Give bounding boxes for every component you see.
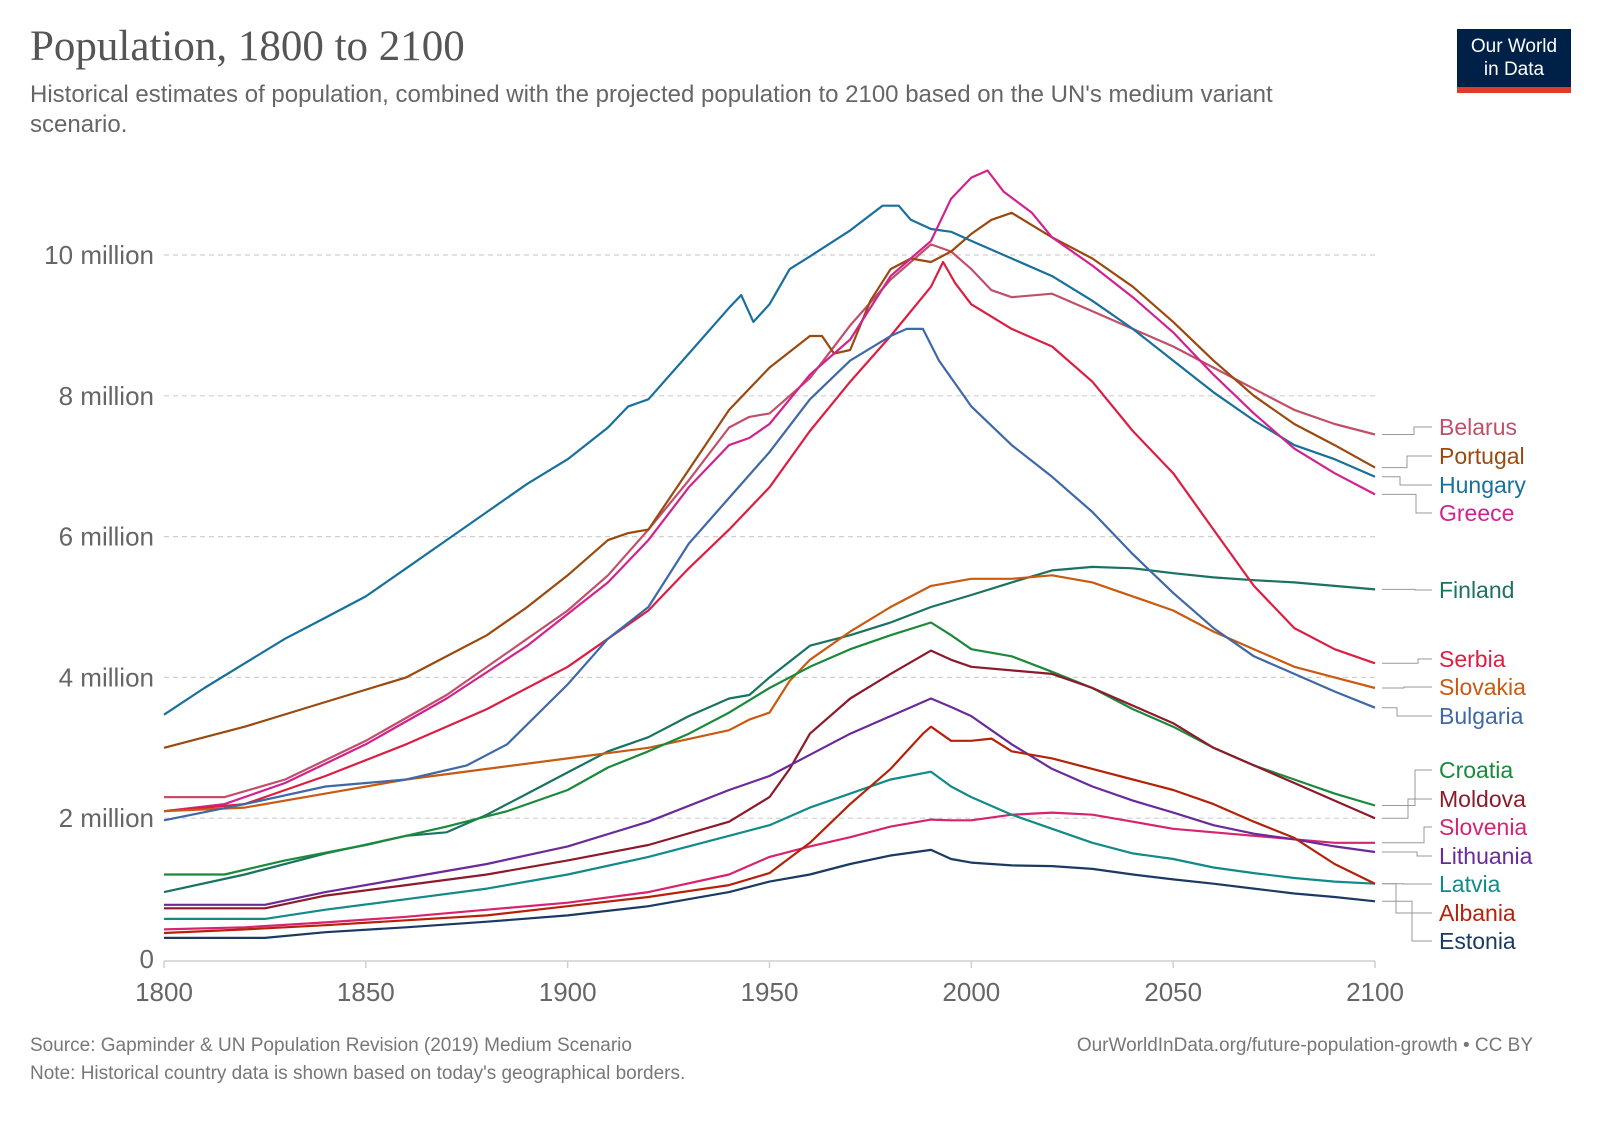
logo-line-2: in Data — [1483, 59, 1545, 80]
legend-item-croatia: Croatia — [1382, 757, 1513, 806]
legend-item-estonia: Estonia — [1382, 900, 1516, 954]
legend-item-serbia: Serbia — [1382, 646, 1506, 672]
legend-connector — [1382, 900, 1432, 942]
y-tick-label: 6 million — [59, 522, 154, 552]
legend-connector — [1382, 426, 1432, 435]
legend-label: Serbia — [1439, 646, 1506, 672]
y-tick-label: 8 million — [59, 381, 154, 411]
series-line-slovakia — [163, 574, 1376, 813]
legend-item-portugal: Portugal — [1382, 443, 1525, 469]
legend-item-finland: Finland — [1382, 577, 1514, 603]
series-line-moldova — [164, 649, 1376, 910]
legend-item-greece: Greece — [1382, 493, 1514, 526]
legend-connector — [1382, 851, 1432, 857]
legend-item-lithuania: Lithuania — [1382, 843, 1533, 869]
series-line-lithuania — [164, 697, 1376, 906]
source-text: Source: Gapminder & UN Population Revisi… — [30, 1035, 632, 1056]
legend-label: Bulgaria — [1439, 703, 1524, 729]
chart-subtitle: Historical estimates of population, comb… — [30, 81, 1273, 138]
legend-item-slovenia: Slovenia — [1382, 814, 1527, 844]
series-line-serbia — [163, 260, 1376, 813]
legend-label: Belarus — [1439, 414, 1517, 440]
legend-label: Finland — [1439, 577, 1514, 603]
legend-connector — [1382, 883, 1432, 914]
chart-title: Population, 1800 to 2100 — [30, 23, 465, 70]
series-line-belarus — [164, 243, 1376, 799]
series-line-greece — [163, 169, 1376, 813]
footer-url[interactable]: OurWorldInData.org/future-population-gro… — [1076, 1035, 1533, 1056]
x-tick-label: 2050 — [1144, 977, 1202, 1007]
legend-label: Estonia — [1439, 928, 1516, 954]
legend-connector — [1382, 826, 1432, 844]
series-line-bulgaria — [163, 327, 1376, 822]
x-tick-label: 1800 — [135, 977, 193, 1007]
legend-item-slovakia: Slovakia — [1382, 674, 1526, 700]
legend-label: Slovakia — [1439, 674, 1526, 700]
x-tick-label: 1950 — [741, 977, 799, 1007]
y-tick-label: 0 — [140, 944, 154, 974]
legend-label: Portugal — [1439, 443, 1525, 469]
legend-connector — [1382, 707, 1432, 717]
y-tick-label: 4 million — [59, 662, 154, 692]
legend-label: Slovenia — [1439, 814, 1527, 840]
gridlines — [164, 254, 1375, 819]
legend-label: Croatia — [1439, 757, 1513, 783]
x-tick-label: 1850 — [337, 977, 395, 1007]
series-line-croatia — [164, 621, 1376, 876]
x-tick-label: 1900 — [539, 977, 597, 1007]
series-line-albania — [163, 725, 1376, 935]
y-tick-label: 10 million — [44, 240, 154, 270]
legend-connector — [1382, 769, 1432, 806]
logo-accent-bar — [1457, 87, 1571, 93]
legend-label: Albania — [1439, 900, 1516, 926]
legend-connector — [1382, 455, 1432, 469]
series-line-hungary — [163, 204, 1376, 716]
legend-connector — [1382, 686, 1432, 689]
legend-label: Greece — [1439, 500, 1514, 526]
series-line-finland — [163, 565, 1376, 894]
legend-item-belarus: Belarus — [1382, 414, 1517, 440]
legend-label: Hungary — [1439, 472, 1526, 498]
series-line-latvia — [164, 770, 1376, 920]
note-text: Note: Historical country data is shown b… — [30, 1063, 686, 1084]
legend-connector — [1382, 476, 1432, 486]
y-tick-label: 2 million — [59, 803, 154, 833]
legend-connector — [1382, 493, 1432, 514]
legend-item-hungary: Hungary — [1382, 472, 1526, 498]
x-tick-label: 2100 — [1346, 977, 1404, 1007]
series-line-portugal — [163, 211, 1376, 749]
logo-line-1: Our World — [1470, 36, 1558, 57]
series-lines — [163, 169, 1376, 939]
legend-connector — [1382, 798, 1432, 819]
x-axis: 1800 1850 1900 1950 2000 2050 2100 — [135, 960, 1404, 1007]
owid-logo[interactable]: Our World in Data — [1457, 29, 1571, 93]
x-tick-label: 2000 — [942, 977, 1000, 1007]
legend-item-albania: Albania — [1382, 883, 1516, 926]
y-axis: 0 2 million 4 million 6 million 8 million 10 … — [44, 240, 154, 974]
legend-item-moldova: Moldova — [1382, 786, 1526, 819]
legend-connector — [1382, 588, 1432, 591]
legend-label: Lithuania — [1439, 843, 1533, 869]
series-line-slovenia — [163, 811, 1375, 931]
legend-connector — [1382, 658, 1432, 664]
legend-label: Moldova — [1439, 786, 1526, 812]
footer-notes: Source: Gapminder & UN Population Revisi… — [30, 1032, 685, 1088]
legend-item-bulgaria: Bulgaria — [1382, 703, 1524, 729]
legend-label: Latvia — [1439, 871, 1501, 897]
legend-item-latvia: Latvia — [1382, 871, 1501, 897]
series-line-estonia — [164, 848, 1376, 939]
